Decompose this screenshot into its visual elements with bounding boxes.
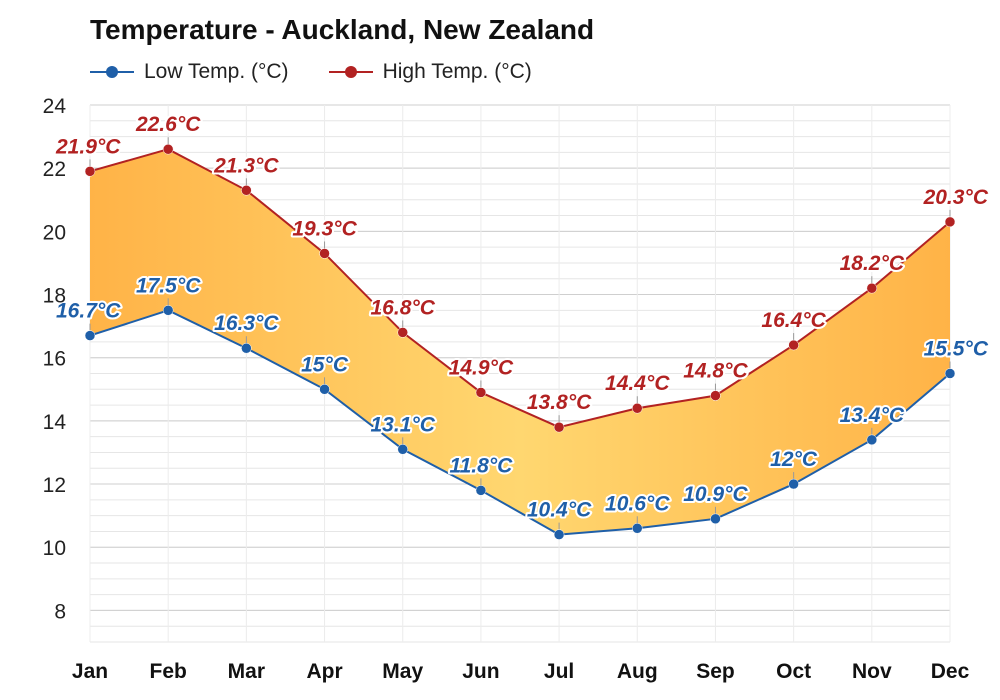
x-tick-label: Jan bbox=[72, 660, 108, 683]
high-temp-point[interactable] bbox=[553, 421, 565, 433]
high-temp-point[interactable] bbox=[944, 216, 956, 228]
high-temp-label: 13.8°C bbox=[527, 391, 592, 414]
legend-low-label: Low Temp. (°C) bbox=[144, 60, 289, 83]
low-temp-point[interactable] bbox=[397, 444, 408, 455]
low-temp-point[interactable] bbox=[710, 513, 721, 525]
high-temp-point[interactable] bbox=[475, 387, 487, 398]
low-temp-label: 10.6°C bbox=[605, 492, 670, 515]
low-temp-label: 13.1°C bbox=[371, 413, 436, 436]
high-temp-label: 16.4°C bbox=[761, 309, 826, 332]
x-tick-label: Oct bbox=[776, 660, 811, 683]
high-temp-point[interactable] bbox=[162, 143, 174, 155]
high-temp-label: 14.9°C bbox=[449, 356, 514, 379]
low-temp-label: 16.3°C bbox=[214, 312, 279, 335]
high-temp-point[interactable] bbox=[866, 282, 878, 294]
chart-title: Temperature - Auckland, New Zealand bbox=[90, 14, 595, 45]
low-temp-label: 12°C bbox=[770, 448, 818, 471]
y-tick-label: 20 bbox=[43, 221, 66, 244]
legend-low-swatch bbox=[90, 66, 134, 78]
high-temp-point[interactable] bbox=[710, 390, 721, 401]
low-temp-label: 16.7°C bbox=[56, 300, 121, 323]
high-temp-point[interactable] bbox=[397, 327, 408, 338]
x-tick-label: Aug bbox=[617, 660, 658, 683]
legend-high-label: High Temp. (°C) bbox=[382, 60, 532, 83]
y-tick-label: 10 bbox=[43, 537, 66, 560]
high-temp-point[interactable] bbox=[788, 339, 799, 351]
low-temp-point[interactable] bbox=[944, 368, 956, 379]
high-temp-point[interactable] bbox=[241, 185, 252, 196]
y-tick-label: 24 bbox=[43, 95, 67, 118]
temperature-range-band bbox=[90, 149, 950, 535]
low-temp-label: 17.5°C bbox=[136, 274, 201, 297]
low-temp-point[interactable] bbox=[632, 523, 643, 534]
high-temp-label: 14.4°C bbox=[605, 372, 670, 395]
y-tick-label: 22 bbox=[43, 158, 66, 181]
x-tick-label: Mar bbox=[228, 660, 265, 683]
high-temp-label: 16.8°C bbox=[371, 296, 436, 319]
x-tick-label: Jul bbox=[544, 660, 574, 683]
legend-low-dot bbox=[106, 66, 118, 78]
low-temp-label: 15.5°C bbox=[924, 338, 989, 361]
axis-layer: 8 10 12 14 16 18 20 22 24 Jan Feb Mar Apr May Jun Jul Au… bbox=[43, 95, 970, 683]
y-tick-label: 14 bbox=[43, 411, 67, 434]
low-temp-label: 13.4°C bbox=[840, 404, 905, 427]
band-layer bbox=[90, 149, 950, 535]
low-temp-point[interactable] bbox=[162, 305, 174, 316]
y-tick-label: 8 bbox=[54, 600, 66, 623]
high-temp-point[interactable] bbox=[632, 402, 643, 414]
low-temp-point[interactable] bbox=[866, 434, 878, 446]
x-tick-label: Feb bbox=[150, 660, 187, 683]
legend-item-low[interactable]: Low Temp. (°C) bbox=[90, 60, 289, 84]
label-layer: 16.7°C 17.5°C 16.3°C 15°C 13.1°C 11.8°C 10.4°C… bbox=[53, 111, 991, 523]
line-layer bbox=[89, 148, 951, 536]
low-temp-label: 15°C bbox=[301, 353, 349, 376]
low-temp-point[interactable] bbox=[475, 485, 487, 496]
legend: Low Temp. (°C) High Temp. (°C) bbox=[90, 60, 532, 84]
x-tick-label: Dec bbox=[931, 660, 970, 683]
legend-high-swatch bbox=[328, 66, 373, 78]
high-temp-label: 14.8°C bbox=[683, 360, 748, 383]
high-temp-label: 18.2°C bbox=[840, 252, 905, 275]
low-temp-label: 11.8°C bbox=[449, 454, 513, 477]
high-temp-point[interactable] bbox=[319, 248, 330, 259]
y-tick-label: 16 bbox=[43, 348, 66, 371]
x-tick-label: May bbox=[382, 660, 423, 683]
x-tick-label: Jun bbox=[462, 660, 499, 683]
low-temp-point[interactable] bbox=[553, 529, 565, 540]
high-temp-label: 21.9°C bbox=[55, 135, 121, 158]
x-tick-label: Apr bbox=[306, 660, 342, 683]
low-temp-label: 10.9°C bbox=[683, 483, 748, 506]
y-tick-label: 18 bbox=[43, 285, 66, 308]
y-tick-label: 12 bbox=[43, 474, 66, 497]
high-temp-point[interactable] bbox=[84, 166, 96, 177]
high-temp-label: 19.3°C bbox=[292, 217, 357, 240]
low-temp-point[interactable] bbox=[319, 384, 330, 395]
high-temp-label: 21.3°C bbox=[213, 154, 279, 177]
low-temp-point[interactable] bbox=[241, 342, 252, 354]
x-tick-label: Sep bbox=[696, 660, 735, 683]
x-tick-label: Nov bbox=[852, 660, 892, 683]
low-temp-point[interactable] bbox=[788, 478, 799, 490]
high-temp-label: 20.3°C bbox=[923, 186, 989, 209]
low-temp-line bbox=[89, 309, 951, 536]
legend-high-dot bbox=[344, 66, 357, 78]
high-temp-label: 22.6°C bbox=[135, 113, 201, 136]
point-layer bbox=[84, 137, 956, 540]
high-temp-line bbox=[89, 148, 951, 429]
legend-item-high[interactable]: High Temp. (°C) bbox=[328, 60, 532, 84]
low-temp-point[interactable] bbox=[84, 330, 96, 341]
low-temp-label: 10.4°C bbox=[527, 499, 592, 522]
